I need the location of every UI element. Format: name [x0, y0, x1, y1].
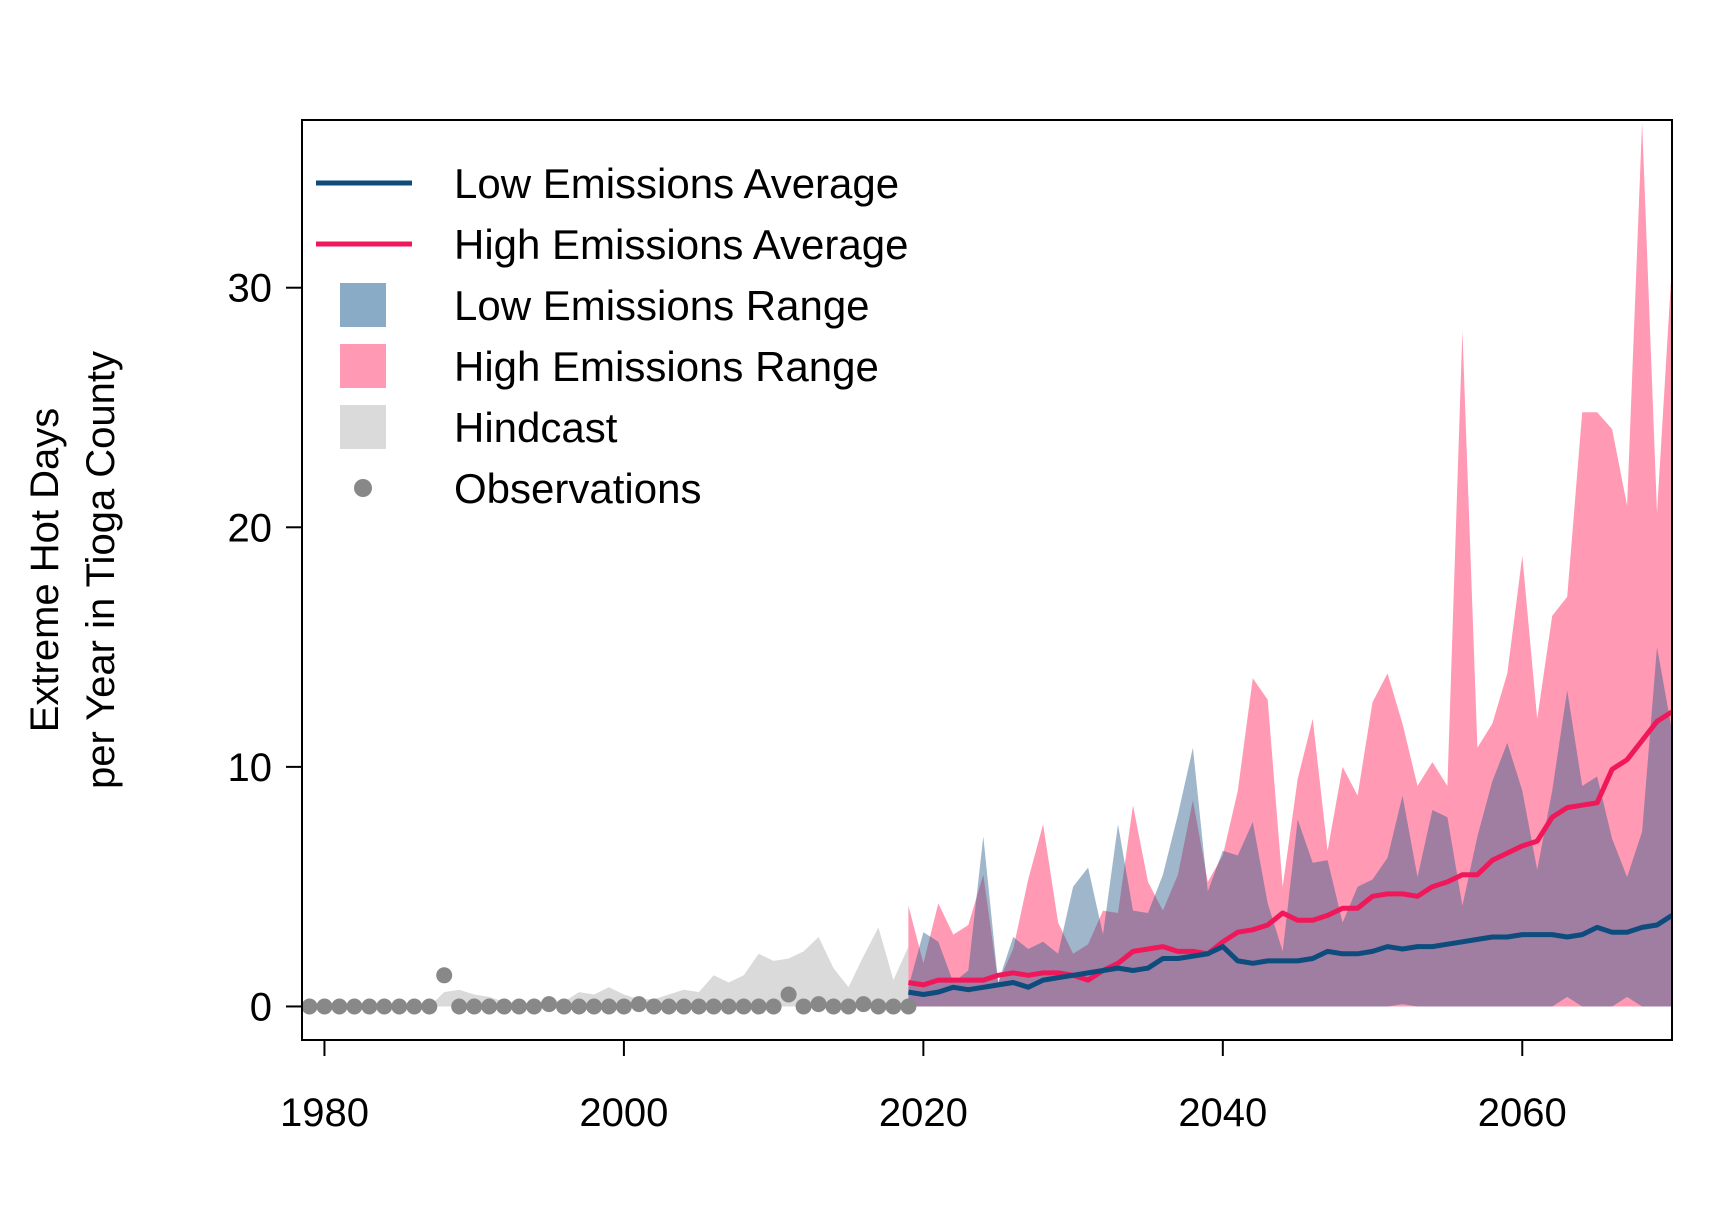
high-emissions-average-line [908, 709, 1672, 988]
y-tick-label: 30 [228, 267, 273, 311]
legend-item-low-range: Low Emissions Range [340, 282, 870, 329]
axes: 1980 2000 2020 2040 2060 0 10 20 30 [228, 267, 1567, 1135]
observation-point [735, 998, 752, 1015]
observation-point [795, 998, 812, 1015]
observation-point [496, 998, 513, 1015]
legend-box-swatch [340, 344, 386, 388]
legend-item-low-avg: Low Emissions Average [316, 160, 899, 207]
observation-point [630, 996, 647, 1013]
observation-point [511, 998, 528, 1015]
y-axis-title-line1: Extreme Hot Days [23, 408, 67, 733]
observation-point [466, 998, 483, 1015]
observation-point [331, 998, 348, 1015]
legend-box-swatch [340, 283, 386, 327]
observation-point [436, 967, 453, 984]
hindcast-range-area [309, 927, 909, 1007]
legend-item-observations: Observations [354, 465, 701, 512]
observation-point [481, 998, 498, 1015]
legend-label: High Emissions Average [454, 221, 908, 268]
x-tick-label: 2040 [1178, 1091, 1267, 1135]
high-emissions-range-area [908, 122, 1672, 1007]
x-tick-label: 2000 [579, 1091, 668, 1135]
observation-point [840, 998, 857, 1015]
plot-frame [301, 119, 1673, 1041]
observation-point [586, 998, 602, 1015]
plot-points [301, 967, 917, 1015]
observation-point [346, 998, 363, 1015]
observation-point [615, 998, 632, 1015]
legend-label: Hindcast [454, 404, 618, 451]
legend-label: Low Emissions Range [454, 282, 870, 329]
observation-point [765, 998, 782, 1015]
observation-point [885, 998, 902, 1015]
observation-point [600, 998, 617, 1015]
x-tick-label: 2060 [1478, 1091, 1567, 1135]
legend-label: Low Emissions Average [454, 160, 899, 207]
observation-point [541, 996, 557, 1013]
y-tick-label: 0 [250, 985, 272, 1029]
observation-point [406, 998, 423, 1015]
y-tick-label: 10 [228, 746, 273, 790]
observation-point [421, 998, 438, 1015]
observation-point [376, 998, 393, 1015]
observation-point [825, 998, 842, 1015]
observation-point [451, 998, 468, 1015]
observation-point [556, 998, 572, 1015]
observation-point [645, 998, 662, 1015]
observation-point [526, 998, 543, 1015]
x-tick-label: 1980 [280, 1091, 369, 1135]
observation-point [361, 998, 378, 1015]
observation-point [301, 998, 318, 1015]
observation-point [720, 998, 737, 1015]
legend-item-high-range: High Emissions Range [340, 343, 879, 390]
observation-point [660, 998, 677, 1015]
y-tick-label: 20 [228, 506, 273, 550]
legend-item-high-avg: High Emissions Average [316, 221, 908, 268]
observation-point [750, 998, 767, 1015]
legend-label: Observations [454, 465, 701, 512]
legend-box-swatch [340, 405, 386, 449]
observation-point [855, 996, 872, 1013]
observation-point [391, 998, 408, 1015]
observation-point [780, 986, 797, 1003]
plot-areas [309, 122, 1672, 1007]
observation-point [690, 998, 707, 1015]
legend-item-hindcast: Hindcast [340, 404, 618, 451]
plot-lines [908, 709, 1672, 997]
legend-label: High Emissions Range [454, 343, 879, 390]
x-tick-label: 2020 [879, 1091, 968, 1135]
observation-point [810, 996, 827, 1013]
legend: Low Emissions Average High Emissions Aver… [316, 160, 908, 512]
observation-point [705, 998, 722, 1015]
observation-point [870, 998, 887, 1015]
legend-dot-swatch [354, 479, 372, 497]
low-emissions-average-line [908, 913, 1672, 997]
observation-point [675, 998, 692, 1015]
observation-point [316, 998, 333, 1015]
y-axis-title-line2: per Year in Tioga County [79, 351, 123, 789]
low-emissions-range-area [908, 647, 1672, 1007]
observation-point [900, 998, 917, 1015]
observation-point [571, 998, 587, 1015]
